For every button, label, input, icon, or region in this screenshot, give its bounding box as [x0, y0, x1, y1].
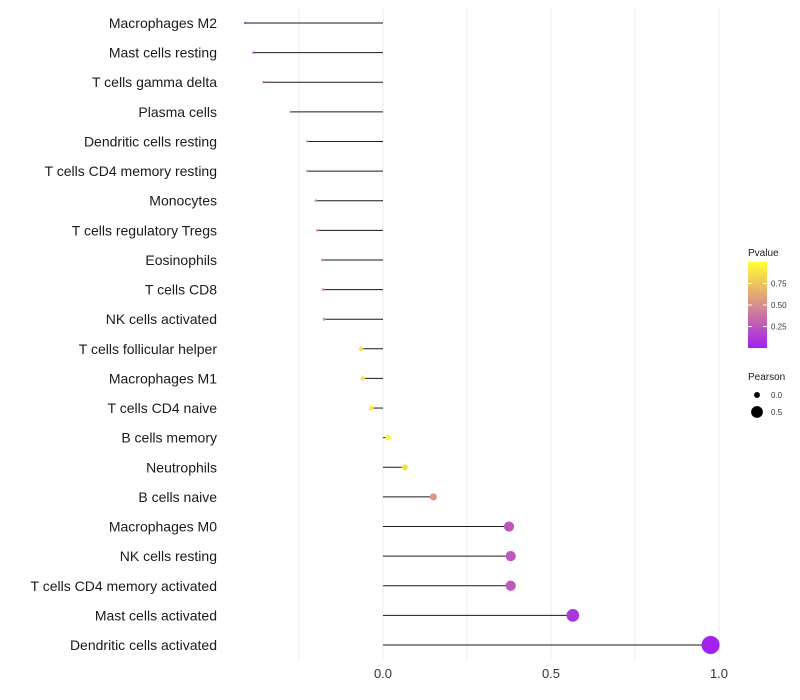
legend-pearson-items: 0.0 0.5	[751, 391, 783, 418]
category-label: Macrophages M1	[109, 370, 217, 386]
legend-pvalue-tick-label: 0.50	[771, 301, 787, 310]
category-label: B cells naive	[138, 489, 217, 505]
legend-pearson-label: 0.0	[771, 391, 783, 400]
x-tick-label: 0.5	[542, 666, 560, 681]
legend-pearson-dot	[754, 392, 760, 398]
data-point	[306, 169, 309, 173]
data-point	[505, 580, 516, 591]
legend-pearson-title: Pearson	[748, 372, 785, 383]
category-label: T cells CD8	[145, 282, 217, 298]
data-point	[314, 199, 318, 202]
x-tick-label: 1.0	[710, 666, 728, 681]
grid-lines	[298, 8, 720, 660]
legend-pearson-label: 0.5	[771, 408, 783, 417]
lollipop-stems	[245, 22, 711, 646]
category-label: Dendritic cells resting	[84, 133, 217, 149]
x-tick-label: 0.0	[374, 666, 392, 681]
data-point	[322, 317, 326, 321]
data-point	[262, 81, 265, 84]
data-point	[360, 376, 366, 381]
category-label: Mast cells activated	[95, 607, 217, 623]
data-point	[566, 609, 580, 622]
category-label: Neutrophils	[146, 459, 217, 475]
category-label: Mast cells resting	[109, 45, 217, 61]
lollipop-points	[244, 21, 720, 655]
category-label: T cells follicular helper	[79, 341, 218, 357]
category-label: Monocytes	[149, 193, 217, 209]
data-point	[316, 229, 319, 232]
data-point	[505, 551, 516, 562]
legend-pvalue-tick-label: 0.75	[771, 280, 787, 289]
legend-pearson-dot	[751, 406, 763, 418]
data-point	[306, 140, 309, 143]
data-point	[289, 110, 292, 114]
data-point	[321, 258, 324, 262]
data-point	[244, 21, 247, 25]
category-label: Dendritic cells activated	[70, 637, 217, 653]
legend-pvalue-title: Pvalue	[748, 248, 779, 259]
category-label: Macrophages M0	[109, 519, 217, 535]
data-point	[701, 635, 720, 655]
category-label: T cells regulatory Tregs	[72, 222, 217, 238]
category-label: T cells CD4 memory resting	[45, 163, 217, 179]
category-label: Macrophages M2	[109, 15, 217, 31]
legend-pvalue-colorbar	[748, 262, 767, 348]
data-point	[321, 288, 325, 291]
data-point	[358, 346, 364, 351]
data-point	[252, 51, 255, 54]
category-label: Eosinophils	[145, 252, 217, 268]
data-point	[368, 405, 374, 411]
data-point	[385, 434, 391, 441]
category-label: T cells gamma delta	[92, 74, 217, 90]
data-point	[401, 464, 408, 471]
data-point	[429, 493, 437, 501]
category-label: T cells CD4 memory activated	[31, 578, 217, 594]
category-label: T cells CD4 naive	[108, 400, 218, 416]
y-axis-labels: Macrophages M2 Mast cells resting T cells …	[31, 15, 218, 653]
data-point	[503, 521, 515, 532]
legend-pvalue-ticks: 0.75 0.50 0.25	[748, 280, 787, 332]
category-label: NK cells activated	[106, 311, 217, 327]
category-label: B cells memory	[121, 430, 217, 446]
category-label: Plasma cells	[138, 104, 217, 120]
x-axis-ticks: 0.0 0.5 1.0	[374, 666, 728, 681]
category-label: NK cells resting	[120, 548, 217, 564]
legend: Pvalue 0.75 0.50 0.25 Pearson 0.0 0.5	[748, 248, 787, 418]
legend-pvalue-tick-label: 0.25	[771, 323, 787, 332]
